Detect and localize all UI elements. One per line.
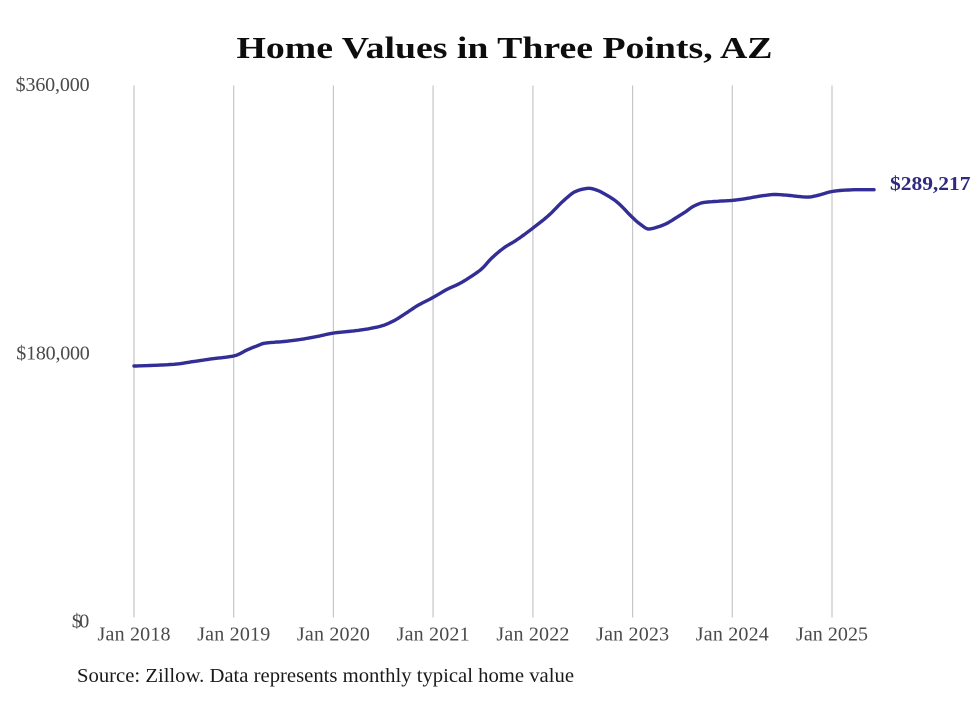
svg-text:$289,217: $289,217 xyxy=(890,173,971,195)
svg-text:Jan 2020: Jan 2020 xyxy=(297,624,370,646)
svg-text:Jan 2021: Jan 2021 xyxy=(397,624,470,646)
svg-text:Jan 2022: Jan 2022 xyxy=(496,624,569,646)
svg-text:Jan 2025: Jan 2025 xyxy=(796,624,868,646)
svg-text:Home Values in Three Points, A: Home Values in Three Points, AZ xyxy=(237,30,773,65)
svg-text:Jan 2024: Jan 2024 xyxy=(696,624,769,646)
svg-text:Source: Zillow. Data represent: Source: Zillow. Data represents monthly … xyxy=(77,665,574,687)
svg-text:$180,000: $180,000 xyxy=(16,343,90,365)
svg-text:Jan 2018: Jan 2018 xyxy=(98,624,171,646)
svg-text:$360,000: $360,000 xyxy=(16,74,90,96)
svg-text:Jan 2019: Jan 2019 xyxy=(197,624,270,646)
svg-text:Jan 2023: Jan 2023 xyxy=(596,624,669,646)
svg-text:$0: $0 xyxy=(72,611,90,633)
